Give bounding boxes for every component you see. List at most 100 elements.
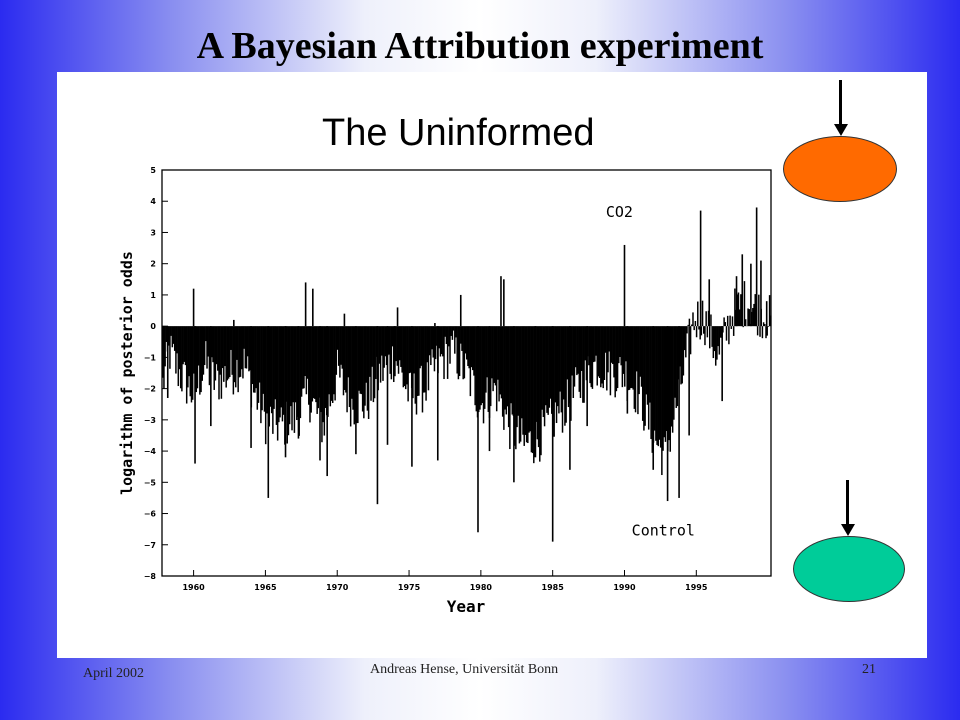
odds-bar: [272, 326, 274, 434]
odds-spike: [459, 294, 462, 327]
x-tick-label: 1960: [182, 583, 205, 592]
odds-bar: [616, 326, 619, 389]
odds-bar: [334, 326, 336, 401]
footer-date: April 2002: [83, 666, 145, 681]
odds-bar: [420, 326, 423, 366]
y-axis-label: logarithm of posterior odds: [118, 251, 136, 495]
odds-bar: [622, 326, 625, 374]
odds-bar: [366, 326, 369, 411]
odds-bar: [322, 326, 324, 423]
odds-bar: [517, 326, 519, 416]
odds-bar: [633, 326, 636, 409]
odds-bar: [231, 326, 233, 375]
odds-bar: [375, 326, 377, 380]
odds-bar: [172, 326, 175, 344]
odds-bar: [574, 326, 577, 368]
odds-bar: [336, 326, 339, 350]
odds-bar: [212, 326, 214, 363]
odds-bar: [565, 326, 567, 423]
odds-bar: [479, 326, 481, 410]
odds-spike: [434, 323, 436, 327]
odds-bar: [729, 315, 731, 327]
odds-bar: [395, 326, 397, 362]
odds-spike: [297, 326, 300, 439]
odds-bar: [474, 326, 476, 406]
odds-bar: [597, 326, 600, 377]
odds-bar: [162, 326, 164, 378]
odds-bar: [523, 326, 525, 446]
odds-bar: [758, 294, 760, 327]
odds-bar: [409, 326, 412, 373]
odds-bar: [217, 326, 219, 371]
odds-bar: [440, 326, 443, 355]
odds-bar: [578, 326, 581, 392]
odds-bar: [704, 326, 706, 346]
odds-bar: [627, 326, 630, 391]
odds-bar: [449, 326, 451, 364]
odds-bar: [328, 326, 330, 395]
odds-bar: [310, 326, 312, 413]
odds-bar: [227, 326, 230, 379]
odds-bar: [752, 308, 754, 327]
odds-bar: [510, 326, 512, 404]
odds-bar: [628, 326, 631, 390]
odds-bar: [220, 326, 223, 399]
odds-bar: [483, 326, 486, 409]
odds-bar: [494, 326, 497, 386]
odds-bar: [676, 326, 679, 407]
odds-bar: [176, 326, 178, 354]
odds-bar: [343, 326, 346, 390]
odds-bar: [173, 326, 176, 351]
odds-bar: [503, 326, 505, 430]
odds-bar: [351, 326, 353, 399]
odds-bar: [744, 319, 747, 327]
odds-bar: [317, 326, 320, 409]
y-tick-label: 3: [150, 228, 156, 237]
odds-bar: [282, 326, 285, 415]
odds-bar: [278, 326, 280, 423]
odds-bar: [665, 326, 668, 432]
odds-bar: [359, 326, 361, 394]
y-tick-label: −6: [144, 510, 157, 519]
odds-bar: [245, 326, 248, 369]
odds-bar: [570, 326, 572, 421]
odds-bar: [235, 326, 237, 388]
odds-bar: [432, 326, 435, 358]
odds-bar: [747, 308, 749, 327]
odds-bar: [300, 326, 303, 397]
odds-spike: [623, 244, 626, 327]
odds-bar: [681, 326, 683, 384]
odds-bar: [203, 326, 206, 366]
odds-spike: [233, 319, 235, 327]
odds-bar: [697, 301, 699, 327]
odds-bar: [645, 326, 648, 395]
odds-spike: [500, 276, 502, 327]
odds-bar: [705, 311, 707, 327]
odds-bar: [456, 326, 458, 374]
odds-bar: [518, 326, 521, 444]
odds-bar: [467, 326, 469, 367]
odds-bar: [687, 324, 689, 327]
odds-bar: [466, 326, 468, 360]
odds-bar: [643, 326, 645, 431]
odds-bar: [360, 326, 363, 395]
odds-bar: [614, 326, 616, 398]
odds-bar: [718, 326, 721, 355]
odds-spike: [750, 263, 752, 327]
odds-bar: [653, 326, 656, 431]
odds-bar: [664, 326, 667, 442]
odds-bar: [537, 326, 540, 448]
odds-bar: [543, 326, 546, 427]
odds-bar: [701, 300, 704, 327]
odds-bar: [506, 326, 509, 407]
odds-bar: [603, 326, 606, 380]
odds-spike: [396, 307, 399, 327]
odds-bar: [324, 326, 327, 408]
odds-bar: [553, 326, 555, 437]
odds-bar: [639, 326, 642, 377]
odds-bar: [427, 326, 430, 391]
odds-bar: [547, 326, 549, 415]
odds-bar: [572, 326, 575, 398]
odds-bar: [527, 326, 529, 444]
odds-bar: [286, 326, 288, 444]
